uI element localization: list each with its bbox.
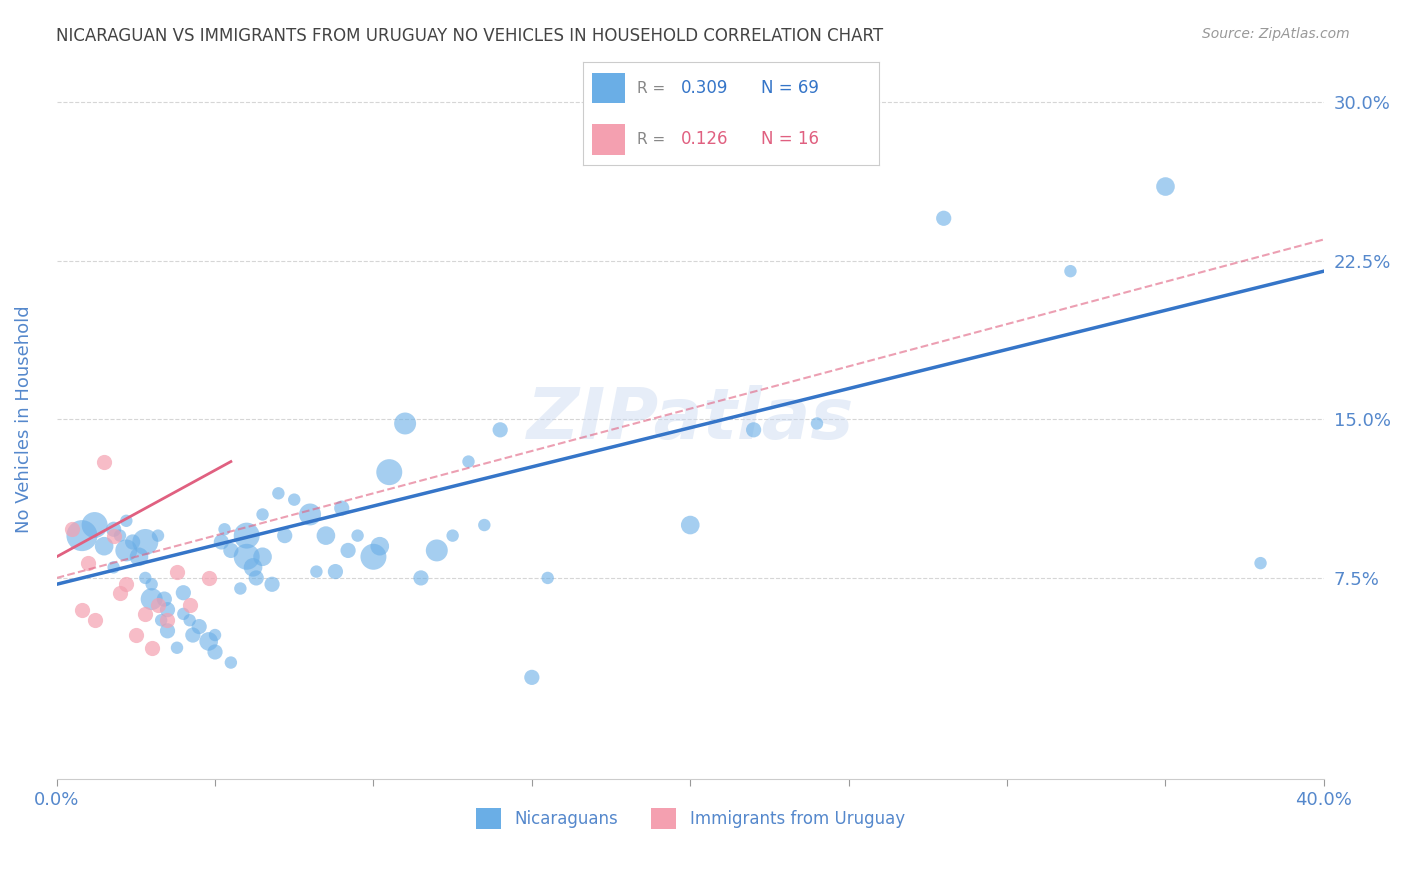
FancyBboxPatch shape (592, 73, 624, 103)
Point (70, 602, 93, 616)
Point (121, 535, 143, 549)
Point (932, 211, 955, 226)
Point (219, 543, 242, 558)
Text: N = 16: N = 16 (761, 130, 818, 148)
Text: Source: ZipAtlas.com: Source: ZipAtlas.com (1202, 27, 1350, 41)
Point (103, 522, 125, 536)
Point (108, 528, 131, 542)
Y-axis label: No Vehicles in Household: No Vehicles in Household (15, 305, 32, 533)
Point (115, 577, 138, 591)
Point (409, 571, 432, 585)
Point (146, 599, 169, 613)
Point (299, 508, 322, 522)
Point (172, 586, 194, 600)
Point (806, 417, 828, 431)
Point (141, 640, 163, 655)
Point (537, 571, 560, 585)
Point (150, 613, 173, 627)
Point (156, 613, 179, 627)
Point (70, 528, 93, 542)
Point (179, 613, 201, 627)
Point (457, 454, 479, 468)
Point (83, 613, 105, 627)
Point (235, 549, 257, 564)
Point (77, 556, 100, 570)
Point (166, 640, 188, 655)
Point (1154, 179, 1177, 194)
Point (141, 577, 163, 591)
Text: R =: R = (637, 132, 665, 147)
Point (394, 417, 416, 431)
Point (62, 522, 84, 536)
Point (325, 565, 347, 579)
Text: R =: R = (637, 80, 665, 95)
Point (181, 628, 204, 642)
Text: N = 69: N = 69 (761, 79, 818, 97)
Point (134, 535, 156, 549)
Point (426, 543, 449, 558)
Point (103, 560, 125, 574)
Point (472, 518, 495, 533)
Point (305, 565, 328, 579)
Text: 0.126: 0.126 (681, 130, 728, 148)
Text: NICARAGUAN VS IMMIGRANTS FROM URUGUAY NO VEHICLES IN HOUSEHOLD CORRELATION CHART: NICARAGUAN VS IMMIGRANTS FROM URUGUAY NO… (56, 27, 883, 45)
Point (441, 528, 464, 542)
Point (93, 454, 115, 468)
Point (229, 582, 252, 596)
Point (125, 628, 148, 642)
Point (520, 670, 543, 684)
Point (274, 528, 297, 542)
Point (115, 514, 138, 528)
Point (235, 528, 257, 542)
Point (489, 423, 512, 437)
Point (204, 645, 226, 659)
Point (378, 465, 401, 479)
Point (128, 549, 150, 564)
Point (197, 634, 219, 648)
Point (146, 528, 169, 542)
Point (153, 592, 176, 607)
Point (156, 602, 179, 616)
Point (337, 543, 360, 558)
Point (330, 501, 353, 516)
Point (315, 528, 337, 542)
Point (219, 656, 242, 670)
Point (197, 571, 219, 585)
Point (252, 508, 274, 522)
Text: ZIPatlas: ZIPatlas (527, 384, 853, 454)
Point (1059, 264, 1081, 278)
Point (134, 571, 156, 585)
Point (283, 492, 305, 507)
Point (242, 560, 264, 574)
Text: 0.309: 0.309 (681, 79, 728, 97)
Point (115, 543, 138, 558)
Point (172, 607, 194, 621)
Point (267, 486, 290, 500)
Point (252, 549, 274, 564)
Point (108, 586, 131, 600)
Point (103, 528, 125, 542)
Point (204, 628, 226, 642)
Point (188, 619, 211, 633)
Point (93, 539, 115, 553)
Legend: Nicaraguans, Immigrants from Uruguay: Nicaraguans, Immigrants from Uruguay (470, 802, 911, 835)
Point (141, 592, 163, 607)
Point (245, 571, 267, 585)
Point (260, 577, 283, 591)
Point (156, 624, 179, 638)
Point (346, 528, 368, 542)
Point (166, 565, 188, 579)
Point (134, 607, 156, 621)
Point (214, 522, 236, 536)
Point (179, 599, 201, 613)
Point (679, 518, 702, 533)
Point (1250, 556, 1272, 570)
Point (363, 549, 385, 564)
Point (742, 423, 765, 437)
Point (368, 539, 391, 553)
FancyBboxPatch shape (592, 124, 624, 155)
Point (83, 518, 105, 533)
Point (209, 535, 232, 549)
